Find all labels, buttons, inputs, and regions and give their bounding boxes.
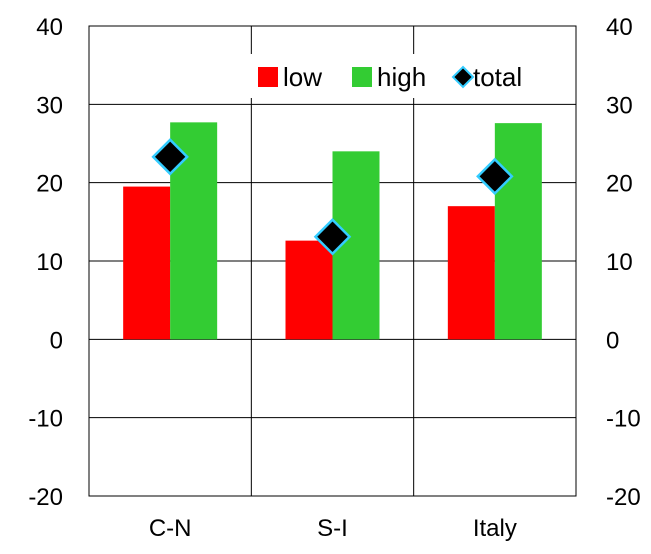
y-axis-right: -20 -10 0 10 20 30 40 [606, 14, 641, 511]
y-tick-label-right: 30 [606, 92, 633, 119]
legend-label-low: low [283, 62, 322, 92]
legend-swatch-low [258, 67, 278, 87]
legend-swatch-total [451, 65, 475, 89]
y-tick-label-left: 20 [36, 171, 63, 198]
legend-background [241, 54, 550, 98]
legend-label-high: high [377, 62, 426, 92]
y-tick-label-right: -20 [606, 484, 641, 511]
x-tick-label: S-I [317, 515, 348, 542]
bar-low-S-I [285, 240, 333, 340]
y-tick-label-right: 10 [606, 249, 633, 276]
bar-low-Italy [447, 206, 495, 340]
y-tick-label-right: 20 [606, 171, 633, 198]
bar-high-Italy [494, 123, 542, 340]
total-markers-group [151, 138, 514, 256]
bar-low-C-N [123, 186, 171, 340]
legend: low high total [241, 54, 550, 98]
y-tick-label-left: -10 [28, 406, 63, 433]
marker-total-C-N [151, 138, 189, 176]
y-tick-label-left: -20 [28, 484, 63, 511]
y-tick-label-right: 40 [606, 14, 633, 41]
y-tick-label-right: -10 [606, 406, 641, 433]
plot-frame [88, 25, 577, 497]
x-tick-label: Italy [473, 515, 517, 542]
marker-total-S-I [313, 217, 352, 256]
y-tick-label-left: 40 [36, 14, 63, 41]
y-tick-label-left: 10 [36, 249, 63, 276]
y-tick-label-left: 30 [36, 92, 63, 119]
x-tick-label: C-N [149, 515, 192, 542]
legend-label-total: total [473, 62, 522, 92]
legend-swatch-high [352, 67, 372, 87]
y-tick-label-left: 0 [50, 327, 63, 354]
y-axis-left: -20 -10 0 10 20 30 40 [28, 14, 63, 511]
x-axis: C-N S-I Italy [149, 515, 517, 542]
y-tick-label-right: 0 [606, 327, 619, 354]
marker-total-Italy [476, 157, 514, 196]
